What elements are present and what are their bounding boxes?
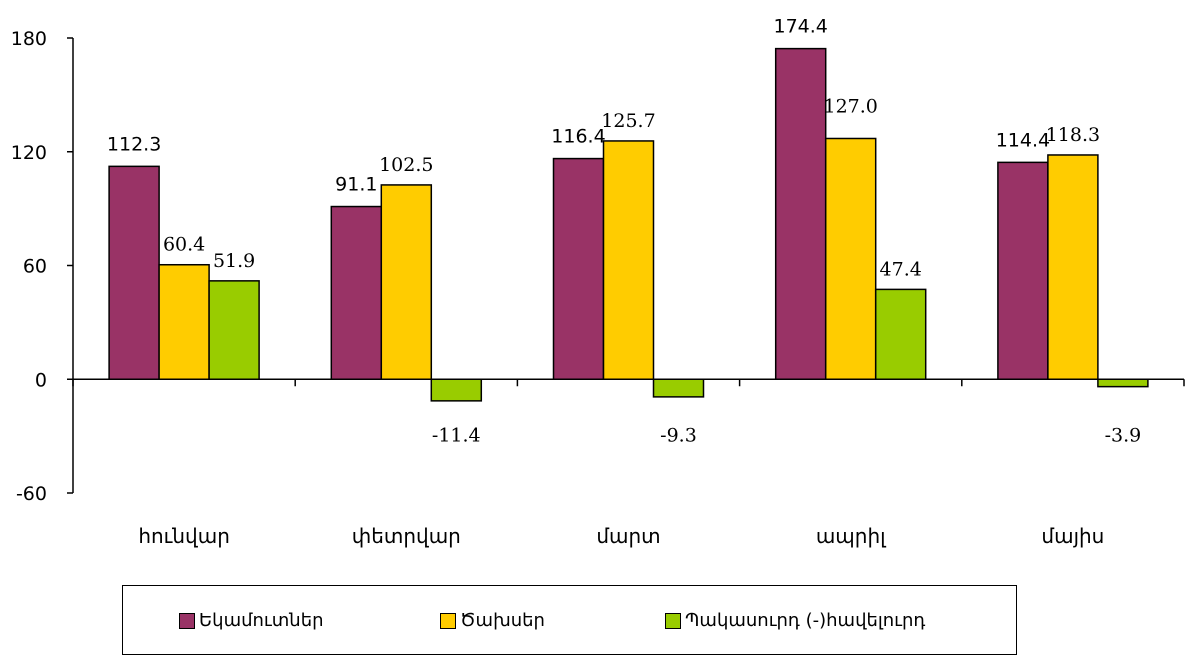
- bar: [874, 288, 927, 381]
- legend-swatch-income: [179, 612, 195, 629]
- bar-chart: 180 120 60 0 -60 հունվար փետրվար մարտ ապրիլ մայիս…: [11, 16, 1185, 548]
- data-label: 51.9: [213, 250, 255, 272]
- bar: [158, 263, 210, 380]
- x-tick-label: մայիս: [1041, 524, 1104, 548]
- data-label: 102.5: [379, 154, 433, 176]
- y-tick-label: 180: [11, 28, 47, 50]
- legend-item-deficit: Պակասուրդ (-)հավելուրդ: [665, 610, 925, 631]
- x-tick-label: հունվար: [138, 524, 230, 548]
- data-label: 127.0: [823, 95, 877, 117]
- bar: [552, 157, 605, 380]
- data-label: 112.3: [107, 133, 161, 155]
- bar: [774, 47, 827, 380]
- legend-label-expenses: Ծախսեր: [460, 610, 545, 631]
- legend-swatch-expenses: [440, 612, 456, 629]
- y-tick-label: 60: [23, 256, 47, 278]
- data-label: 125.7: [601, 110, 655, 132]
- legend-label-income: Եկամուտներ: [199, 610, 324, 631]
- bar: [652, 378, 705, 398]
- bar: [108, 165, 160, 380]
- bar: [430, 378, 483, 402]
- data-label: -9.3: [660, 424, 697, 446]
- y-tick-label: 120: [11, 142, 47, 164]
- bar: [824, 137, 877, 380]
- data-label: 116.4: [551, 126, 605, 148]
- bar: [1047, 154, 1099, 380]
- legend-label-deficit: Պակասուրդ (-)հավելուրդ: [685, 610, 926, 631]
- data-label: -11.4: [432, 424, 481, 446]
- x-tick-label: մարտ: [596, 524, 660, 548]
- bar: [997, 161, 1049, 380]
- data-label: 118.3: [1046, 124, 1100, 146]
- bar: [1097, 378, 1149, 388]
- data-label: 114.4: [996, 129, 1050, 151]
- legend-item-income: Եկամուտներ: [179, 610, 324, 631]
- y-tick-label: -60: [16, 483, 47, 505]
- x-tick-label: փետրվար: [352, 524, 461, 548]
- data-label: 91.1: [335, 174, 377, 196]
- bar: [208, 280, 260, 381]
- y-tick-label: 0: [35, 369, 47, 391]
- data-label: 47.4: [880, 258, 922, 280]
- bar: [380, 184, 433, 380]
- bar: [330, 205, 383, 380]
- data-label: 60.4: [163, 234, 205, 256]
- x-tick-label: ապրիլ: [816, 524, 887, 548]
- legend: Եկամուտներ Ծախսեր Պակասուրդ (-)հավելուրդ: [122, 585, 1017, 655]
- legend-item-expenses: Ծախսեր: [440, 610, 545, 631]
- legend-swatch-deficit: [665, 612, 681, 629]
- data-label: -3.9: [1105, 424, 1142, 446]
- data-label: 174.4: [773, 16, 827, 38]
- bar: [602, 140, 655, 380]
